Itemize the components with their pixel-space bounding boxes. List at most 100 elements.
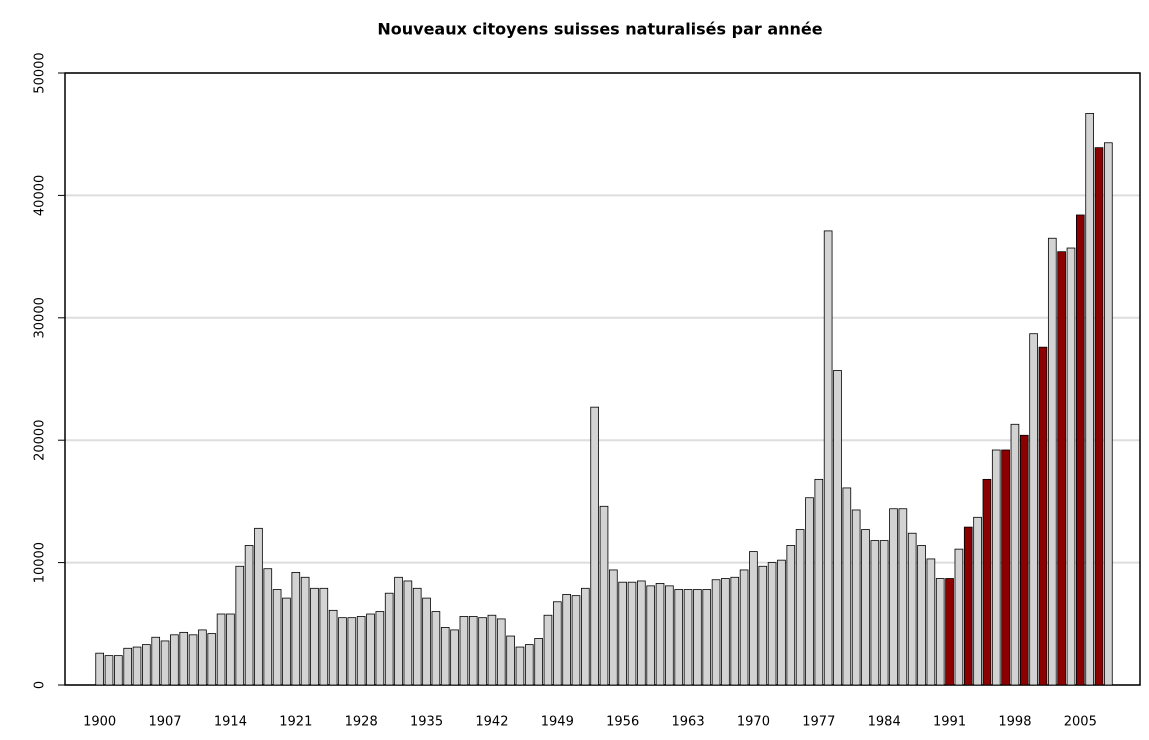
bar bbox=[599, 505, 609, 686]
bar bbox=[917, 545, 926, 686]
bar bbox=[450, 629, 459, 686]
bar bbox=[767, 562, 777, 686]
bar bbox=[609, 569, 618, 686]
x-tick-label: 1970 bbox=[737, 715, 770, 730]
bar bbox=[1010, 423, 1020, 686]
bar bbox=[823, 230, 833, 686]
bar bbox=[571, 595, 581, 686]
bar bbox=[207, 633, 217, 686]
y-tick-label: 20000 bbox=[33, 420, 48, 461]
bar bbox=[160, 640, 170, 686]
bar bbox=[982, 478, 992, 686]
bar bbox=[394, 576, 403, 686]
bar bbox=[440, 627, 450, 686]
bar bbox=[1066, 247, 1076, 686]
bar bbox=[758, 565, 768, 686]
bar bbox=[674, 589, 684, 686]
bar bbox=[459, 616, 469, 686]
y-tick-label: 30000 bbox=[33, 297, 48, 338]
bar bbox=[749, 551, 758, 686]
bar bbox=[198, 629, 207, 686]
bar bbox=[524, 644, 534, 686]
bar bbox=[375, 611, 385, 686]
bar bbox=[833, 370, 842, 686]
bar bbox=[1094, 147, 1104, 686]
bar bbox=[291, 571, 301, 686]
bar bbox=[132, 646, 142, 686]
bar bbox=[711, 579, 721, 686]
bar bbox=[263, 568, 273, 686]
bar bbox=[478, 617, 487, 686]
bar bbox=[795, 529, 805, 686]
bar bbox=[384, 592, 394, 686]
bar bbox=[963, 526, 973, 686]
bar bbox=[805, 497, 814, 686]
bar bbox=[879, 540, 889, 686]
bar bbox=[721, 578, 730, 686]
bar bbox=[1001, 449, 1010, 686]
bar bbox=[216, 613, 226, 686]
bar bbox=[954, 548, 964, 686]
x-tick-label: 2005 bbox=[1064, 715, 1097, 730]
bar bbox=[319, 587, 329, 686]
bar bbox=[487, 614, 497, 686]
bar bbox=[347, 617, 357, 686]
bar bbox=[702, 589, 712, 686]
x-tick-label: 1935 bbox=[410, 715, 443, 730]
bar bbox=[468, 616, 478, 686]
x-tick-label: 1942 bbox=[475, 715, 508, 730]
bar bbox=[300, 576, 310, 686]
bar bbox=[366, 613, 375, 686]
bar bbox=[693, 589, 702, 686]
y-tick-label: 50000 bbox=[33, 52, 48, 93]
bar bbox=[496, 618, 506, 686]
x-tick-label: 1921 bbox=[279, 715, 312, 730]
bar bbox=[814, 478, 824, 686]
bar bbox=[1075, 214, 1085, 686]
bar bbox=[870, 540, 880, 686]
bar bbox=[580, 587, 590, 686]
bar bbox=[1085, 112, 1094, 686]
bar bbox=[991, 449, 1001, 686]
bar bbox=[889, 508, 898, 686]
bar bbox=[95, 652, 104, 686]
bar bbox=[1019, 434, 1029, 686]
bar bbox=[506, 635, 515, 686]
bar bbox=[422, 597, 431, 686]
bar bbox=[142, 644, 151, 686]
bar bbox=[1047, 237, 1057, 686]
bar bbox=[282, 597, 291, 686]
bar bbox=[543, 614, 553, 686]
x-tick-label: 1956 bbox=[606, 715, 639, 730]
bar bbox=[310, 587, 319, 686]
x-tick-label: 1914 bbox=[214, 715, 247, 730]
bar bbox=[170, 634, 179, 686]
x-tick-label: 1907 bbox=[148, 715, 181, 730]
bar bbox=[254, 527, 263, 686]
bar bbox=[272, 589, 282, 686]
bar bbox=[431, 611, 441, 686]
bar bbox=[123, 647, 133, 686]
bar bbox=[562, 594, 571, 686]
bar bbox=[973, 516, 982, 686]
bar bbox=[412, 587, 422, 686]
bar bbox=[151, 636, 161, 686]
x-tick-label: 1977 bbox=[802, 715, 835, 730]
x-tick-label: 1900 bbox=[83, 715, 116, 730]
bar bbox=[114, 655, 123, 686]
bar bbox=[618, 581, 628, 686]
bar bbox=[104, 655, 114, 686]
y-tick-label: 0 bbox=[33, 681, 48, 689]
bar bbox=[179, 631, 189, 686]
x-tick-label: 1984 bbox=[868, 715, 901, 730]
bar bbox=[188, 634, 198, 686]
bar bbox=[851, 509, 861, 686]
bar bbox=[235, 565, 245, 686]
bar bbox=[935, 578, 945, 686]
bar bbox=[338, 617, 347, 686]
bar bbox=[328, 609, 338, 686]
x-tick-label: 1998 bbox=[998, 715, 1031, 730]
bar bbox=[403, 580, 413, 686]
bar bbox=[786, 545, 796, 686]
bar bbox=[898, 508, 908, 686]
